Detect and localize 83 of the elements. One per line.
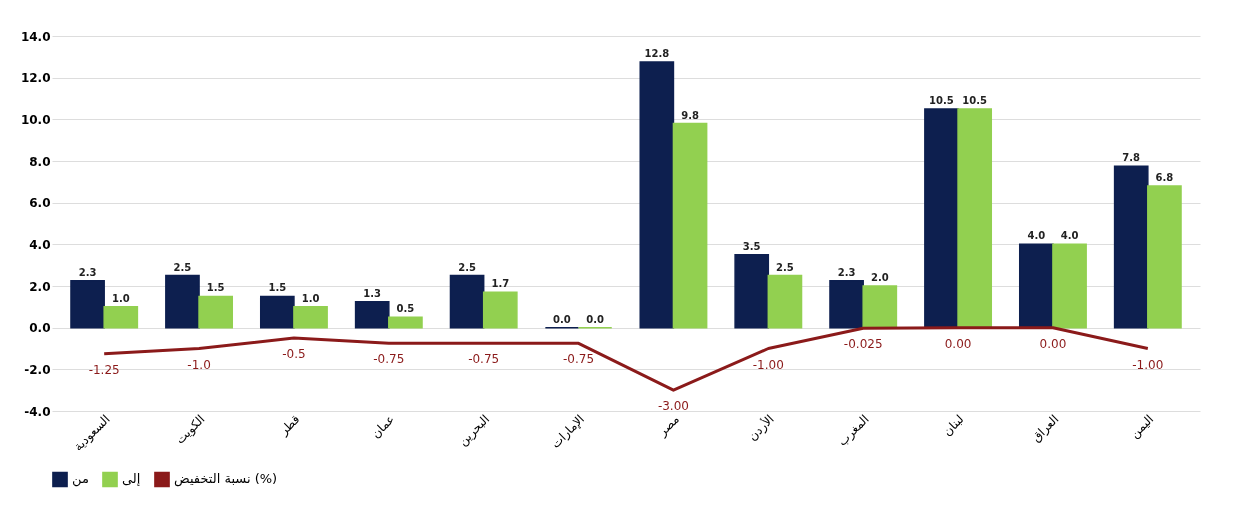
x-tick-label: لبنان [940,412,967,439]
data-label: 2.5 [776,261,794,273]
y-tick-label: 14.0 [20,29,51,44]
bar [672,122,708,329]
data-label: -0.5 [282,347,306,362]
data-label: 6.8 [1155,172,1174,183]
bar [862,285,898,329]
data-label: 1.5 [206,282,225,294]
bar [103,306,139,329]
bar [388,316,423,329]
data-label: 4.0 [1027,230,1046,242]
bar [165,274,200,329]
x-tick-label: السعودية [71,412,114,455]
data-label: 1.5 [268,282,287,294]
bar [70,280,105,329]
data-label: -0.75 [563,352,595,367]
bar [198,295,234,329]
data-label: 2.3 [837,266,856,278]
data-label: 0.0 [586,313,605,325]
y-tick-label: 12.0 [20,71,51,86]
bar [354,300,390,329]
bar [767,274,803,329]
y-tick-label: -4.0 [24,404,51,419]
y-tick-label: 10.0 [20,112,51,127]
legend-label: من [72,471,89,488]
data-label: 7.8 [1122,152,1141,164]
data-label: 0.0 [553,313,571,325]
data-label: 2.0 [870,272,889,283]
data-label: 0.00 [1039,336,1067,351]
data-label: 9.8 [681,109,699,121]
x-tick-label: الكويت [172,412,209,448]
data-label: -0.75 [468,352,500,367]
legend-label: نسبة التخفيض (%) [174,471,278,488]
data-label: 12.8 [644,48,670,60]
x-tick-label: عمان [368,412,398,441]
data-label: -1.25 [88,362,120,377]
bar [924,108,959,329]
data-label: 1.7 [491,278,510,290]
data-label: 3.5 [742,240,761,252]
bar [734,254,770,329]
x-tick-label: الإمارات [548,412,588,452]
x-tick-label: المغرب [835,412,873,450]
data-label: 0.00 [944,336,972,351]
bar [1113,165,1149,329]
y-tick-label: 2.0 [29,279,51,294]
data-label: 1.0 [111,292,130,304]
data-label: 0.5 [396,303,415,315]
bar [1018,243,1054,329]
data-label: -0.025 [843,337,883,352]
y-tick-label: 4.0 [29,237,51,252]
bar [1147,185,1182,329]
bar [829,280,864,329]
x-tick-label: البحرين [455,412,493,450]
data-label: -1.00 [1132,357,1164,372]
x-tick-label: الأردن [744,411,778,445]
x-tick-label: العراق [1028,412,1063,446]
data-label: -3.00 [657,399,689,414]
bar [293,306,328,329]
data-label: 2.5 [173,261,192,273]
data-label: 4.0 [1060,230,1079,242]
data-label: -1.00 [752,357,784,372]
bar [1052,243,1087,329]
bar [449,274,485,329]
y-tick-label: 8.0 [29,154,51,169]
y-tick-label: -2.0 [24,362,51,377]
data-label: 1.3 [363,287,382,299]
data-label: 1.0 [301,292,320,304]
y-tick-label: 6.0 [29,196,51,211]
data-label: -0.75 [373,352,405,367]
x-tick-label: قطر [276,412,304,440]
data-label: 2.5 [458,261,476,273]
x-tick-label: اليمن [1127,412,1158,442]
data-label: 2.3 [78,266,97,278]
bar [957,108,993,329]
data-label: 10.5 [929,94,954,106]
data-label: 10.5 [962,94,988,106]
x-tick-label: مصر [654,412,683,440]
data-label: -1.0 [187,357,211,372]
y-tick-label: 0.0 [29,321,51,336]
bar [482,291,518,329]
bar [639,61,675,329]
bar [259,295,295,329]
legend-label: إلى [122,471,141,487]
